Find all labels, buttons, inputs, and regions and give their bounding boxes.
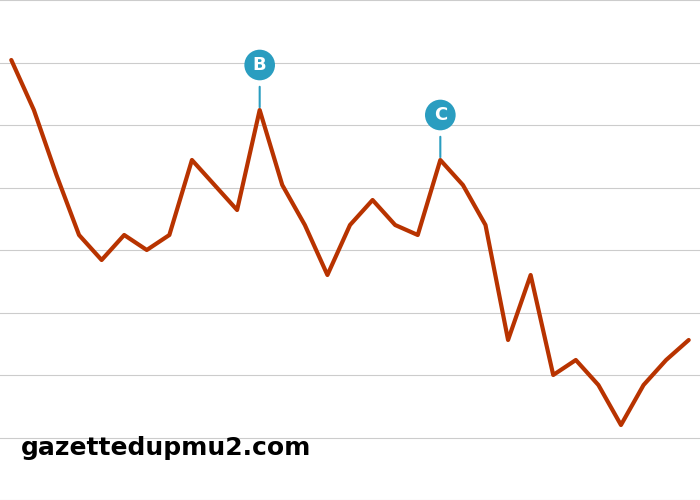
- Text: gazettedupmu2.com: gazettedupmu2.com: [21, 436, 312, 460]
- Text: C: C: [434, 106, 447, 124]
- Text: B: B: [253, 56, 267, 74]
